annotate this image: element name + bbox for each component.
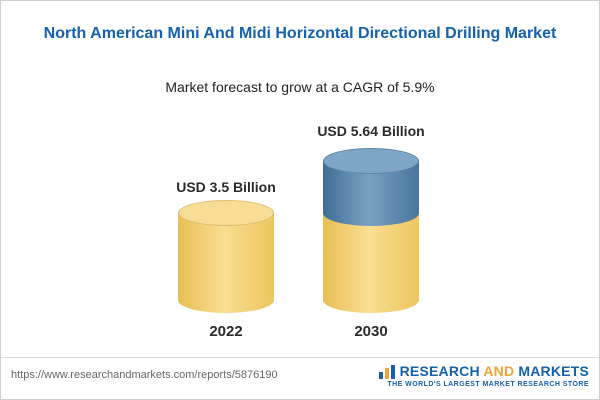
bar-2022-top-ellipse (178, 200, 274, 226)
chart-subtitle: Market forecast to grow at a CAGR of 5.9… (165, 79, 435, 95)
bar-2022-body (178, 213, 274, 313)
bar-chart-icon (378, 365, 395, 379)
footer-divider (1, 357, 599, 358)
bar-2022 (178, 200, 274, 313)
logo-word-markets: MARKETS (518, 363, 589, 379)
research-and-markets-logo: RESEARCH AND MARKETS THE WORLD'S LARGEST… (378, 363, 589, 388)
chart-title: North American Mini And Midi Horizontal … (43, 25, 557, 42)
logo-word-and: AND (483, 363, 515, 379)
bar-2030-top-ellipse (323, 148, 419, 174)
logo-word-research: RESEARCH (399, 363, 480, 379)
logo-row: RESEARCH AND MARKETS (378, 363, 589, 379)
bar-2030 (323, 148, 419, 313)
x-axis-label-2030: 2030 (354, 323, 388, 340)
bar-2030-base-segment (323, 213, 419, 313)
logo-tagline: THE WORLD'S LARGEST MARKET RESEARCH STOR… (387, 381, 589, 388)
value-label-2022: USD 3.5 Billion (176, 179, 276, 195)
value-label-2030: USD 5.64 Billion (317, 123, 425, 139)
logo-text: RESEARCH AND MARKETS (400, 363, 589, 379)
report-url: https://www.researchandmarkets.com/repor… (11, 369, 278, 381)
x-axis-label-2022: 2022 (209, 323, 243, 340)
